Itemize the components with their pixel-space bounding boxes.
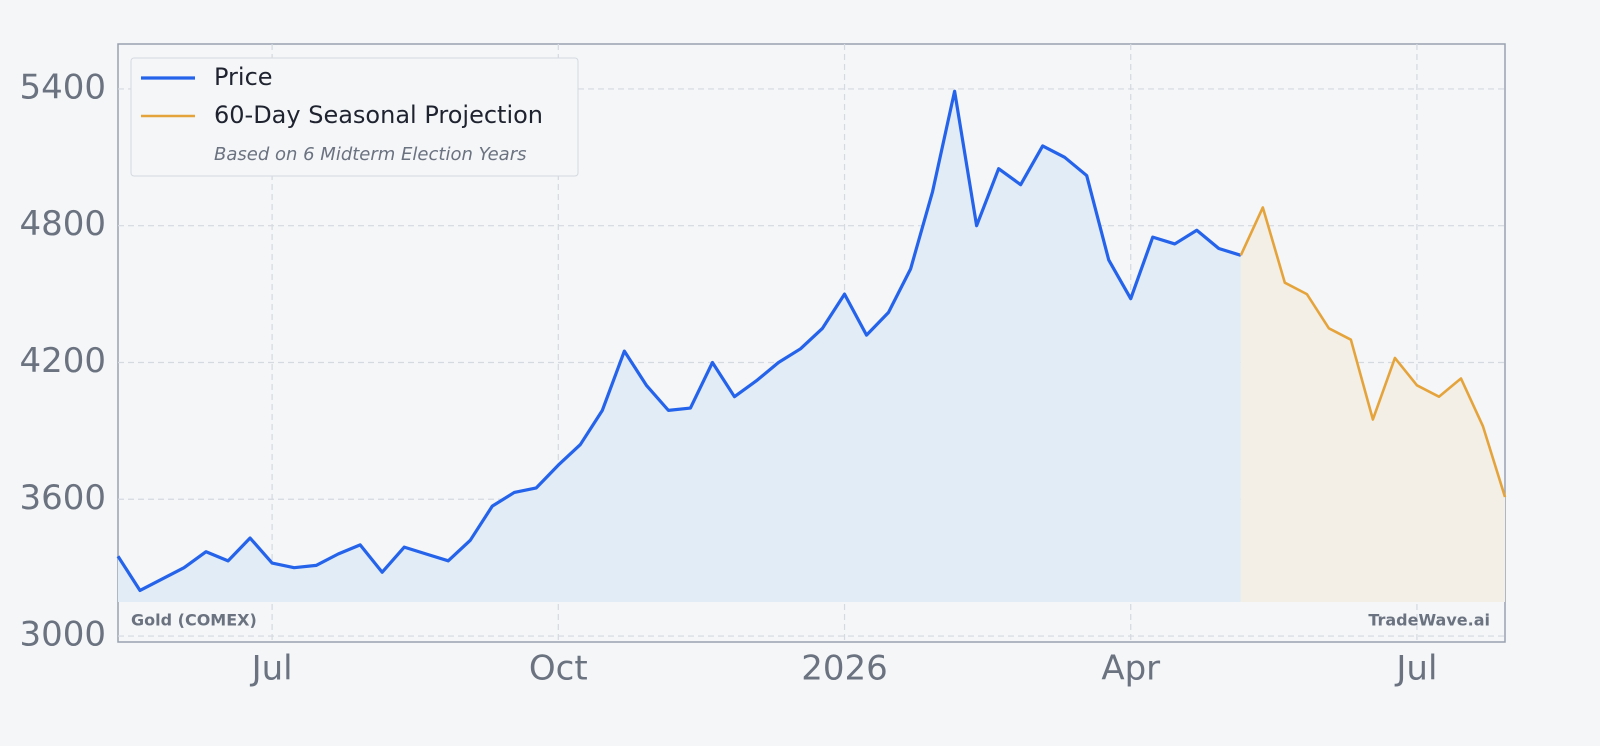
labels: 3000 3600 4200 4800 5400 Jul Oct 2026 Apr Jul <box>19 67 1437 688</box>
lines <box>116 89 1507 593</box>
annotation: Gold (COMEX) <box>131 611 257 630</box>
area-fill <box>1240 207 1505 602</box>
legend-box <box>130 57 579 177</box>
x-tick-label: Apr <box>1101 649 1160 689</box>
x-tick-label: Jul <box>1394 649 1437 689</box>
annotation: TradeWave.ai <box>1368 611 1490 630</box>
x-tick-label: Jul <box>250 649 293 689</box>
area-fill <box>118 91 1241 602</box>
legend-label: 60-Day Seasonal Projection <box>214 101 543 129</box>
x-tick-label: 2026 <box>801 649 888 689</box>
y-tick-label: 3000 <box>19 615 106 655</box>
y-tick-label: 3600 <box>19 478 106 518</box>
legend-note: Based on 6 Midterm Election Years <box>214 144 527 165</box>
y-tick-label: 4800 <box>19 204 106 244</box>
fills <box>118 91 1505 602</box>
x-tick-label: Oct <box>529 649 588 689</box>
legend-label: Price <box>214 63 273 91</box>
series-line <box>116 89 1242 593</box>
y-tick-label: 4200 <box>19 341 106 381</box>
y-tick-label: 5400 <box>19 67 106 107</box>
legend: Price 60-Day Seasonal Projection Based on … <box>130 57 579 177</box>
series-line <box>1239 206 1507 498</box>
